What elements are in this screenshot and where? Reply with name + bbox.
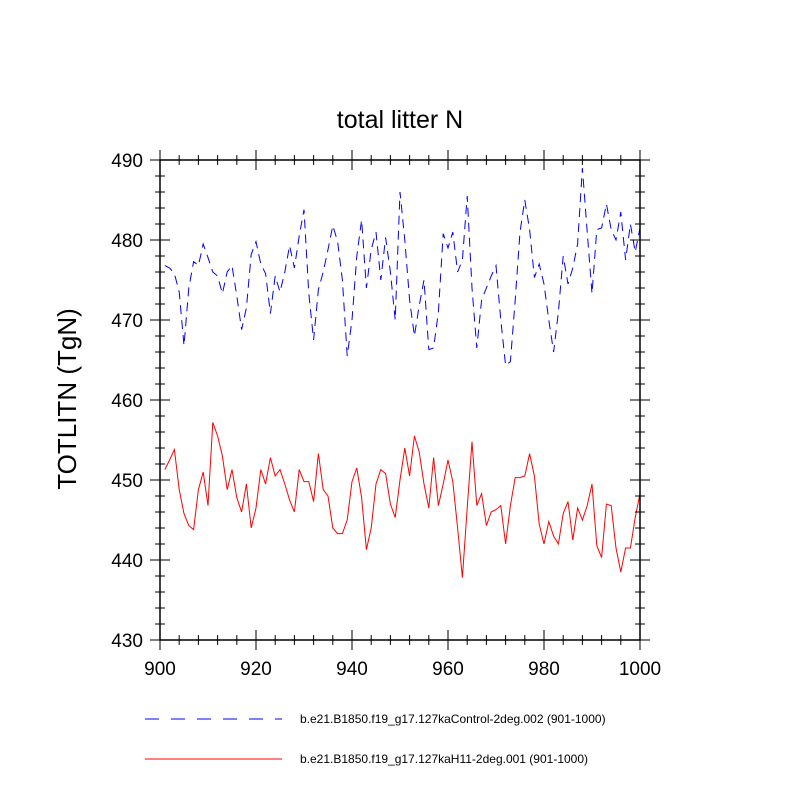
y-tick-label: 460: [111, 391, 143, 412]
x-tick-label: 900: [144, 659, 176, 680]
plot-frame: [159, 159, 641, 641]
chart-title: total litter N: [337, 106, 463, 134]
x-tick-label: 980: [528, 659, 560, 680]
series-line-2: [164, 422, 641, 578]
x-tick-label: 960: [432, 659, 464, 680]
y-tick-label: 480: [111, 231, 143, 252]
legend-label-2: b.e21.B1850.f19_g17.127kaH11-2deg.001 (9…: [300, 752, 588, 766]
axes: 900 920 940 960 980 1000 430 440 450 460 470 480 490: [111, 150, 661, 680]
y-tick-label: 450: [111, 471, 143, 492]
y-tick-label: 440: [111, 551, 143, 572]
x-tick-label: 920: [240, 659, 272, 680]
legend-label-1: b.e21.B1850.f19_g17.127kaControl-2deg.00…: [300, 712, 606, 726]
y-tick-label: 490: [111, 151, 143, 172]
series-layer: [164, 167, 641, 578]
legend: b.e21.B1850.f19_g17.127kaControl-2deg.00…: [145, 712, 606, 766]
x-tick-label: 1000: [619, 659, 661, 680]
x-tick-label: 940: [336, 659, 368, 680]
y-tick-label: 470: [111, 311, 143, 332]
y-axis-label: TOTLITN (TgN): [52, 308, 82, 490]
series-line-1: [164, 167, 641, 367]
y-tick-label: 430: [111, 631, 143, 652]
